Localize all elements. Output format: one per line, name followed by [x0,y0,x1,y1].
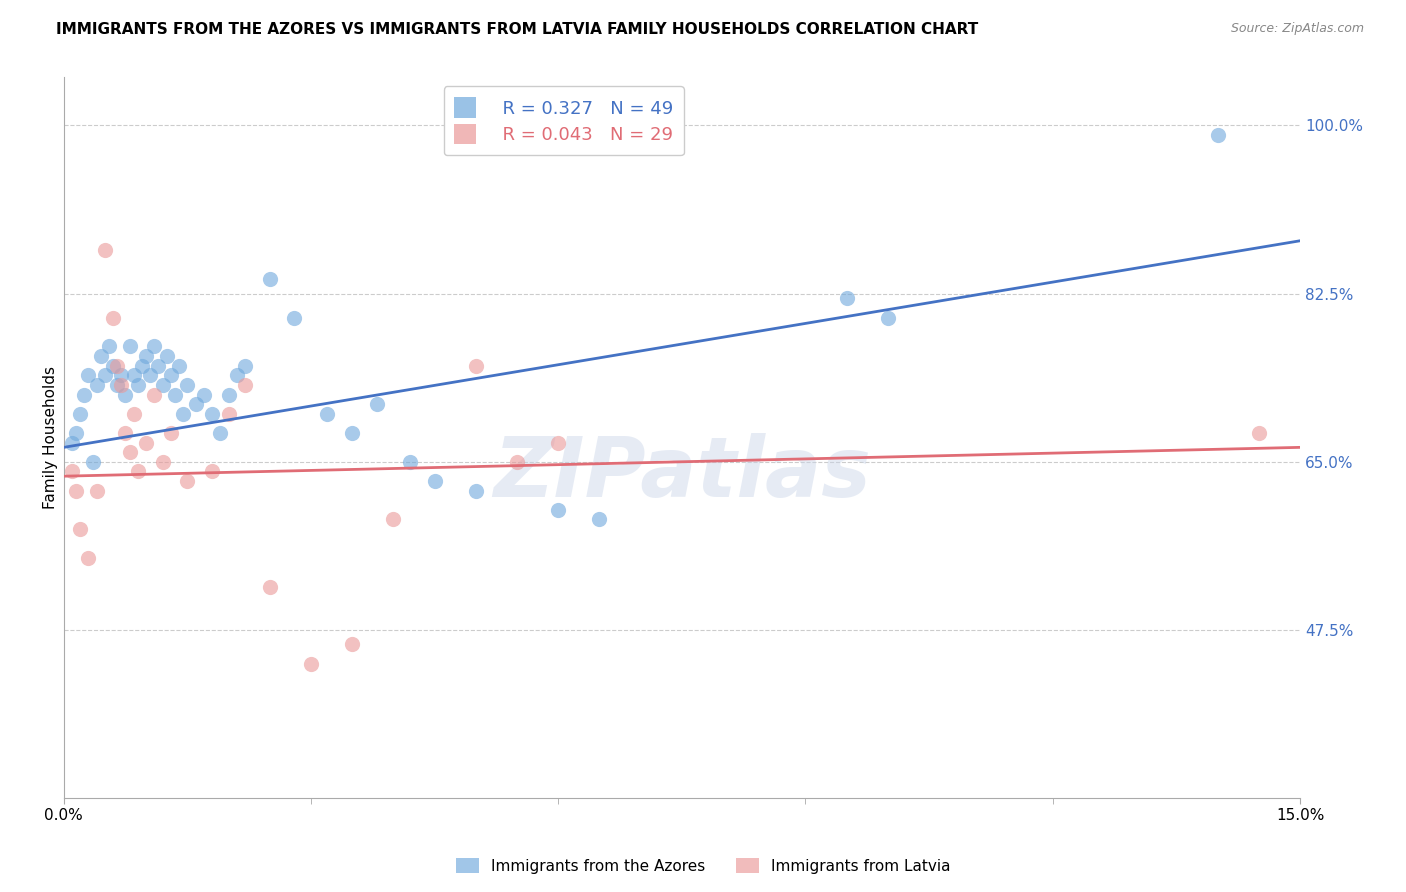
Point [135,349,157,363]
Point [163,387,186,401]
Point [77,550,100,565]
Point [118,445,141,459]
Point [122,368,145,383]
Point [148,359,170,373]
Point [1247,425,1270,440]
Point [152,455,174,469]
Point [101,359,124,373]
Point [86,378,108,392]
Point [877,310,900,325]
Point [225,368,247,383]
Point [835,292,858,306]
Point [94,244,117,258]
Point [114,425,136,440]
Point [259,580,281,594]
Point [94,368,117,383]
Point [73,387,96,401]
Point [131,359,153,373]
Y-axis label: Family Households: Family Households [44,367,58,509]
Point [139,368,162,383]
Legend:   R = 0.327   N = 49,   R = 0.043   N = 29: R = 0.327 N = 49, R = 0.043 N = 29 [444,87,683,155]
Point [382,512,405,526]
Point [167,359,190,373]
Point [201,407,224,421]
Text: IMMIGRANTS FROM THE AZORES VS IMMIGRANTS FROM LATVIA FAMILY HOUSEHOLDS CORRELATI: IMMIGRANTS FROM THE AZORES VS IMMIGRANTS… [56,22,979,37]
Point [176,474,198,488]
Point [184,397,207,411]
Point [69,407,91,421]
Point [118,339,141,353]
Point [143,387,166,401]
Point [423,474,446,488]
Point [69,522,91,536]
Point [547,435,569,450]
Point [105,378,128,392]
Point [209,425,232,440]
Point [366,397,388,411]
Point [464,483,486,498]
Point [176,378,198,392]
Point [60,435,83,450]
Point [588,512,610,526]
Point [159,425,181,440]
Point [193,387,215,401]
Point [143,339,166,353]
Point [218,407,240,421]
Point [547,503,569,517]
Point [299,657,322,671]
Point [77,368,100,383]
Point [127,464,149,478]
Point [101,310,124,325]
Point [340,425,363,440]
Text: ZIPatlas: ZIPatlas [494,434,870,515]
Point [110,368,132,383]
Point [156,349,179,363]
Point [316,407,339,421]
Point [283,310,305,325]
Point [201,464,224,478]
Point [159,368,181,383]
Point [135,435,157,450]
Point [464,359,486,373]
Point [90,349,112,363]
Point [114,387,136,401]
Point [233,378,256,392]
Point [105,359,128,373]
Point [82,455,104,469]
Point [110,378,132,392]
Point [152,378,174,392]
Text: Source: ZipAtlas.com: Source: ZipAtlas.com [1230,22,1364,36]
Point [86,483,108,498]
Point [218,387,240,401]
Point [506,455,529,469]
Point [172,407,194,421]
Point [65,425,87,440]
Point [60,464,83,478]
Point [65,483,87,498]
Legend: Immigrants from the Azores, Immigrants from Latvia: Immigrants from the Azores, Immigrants f… [450,852,956,880]
Point [127,378,149,392]
Point [233,359,256,373]
Point [1206,128,1229,142]
Point [98,339,121,353]
Point [259,272,281,286]
Point [399,455,422,469]
Point [340,637,363,651]
Point [122,407,145,421]
